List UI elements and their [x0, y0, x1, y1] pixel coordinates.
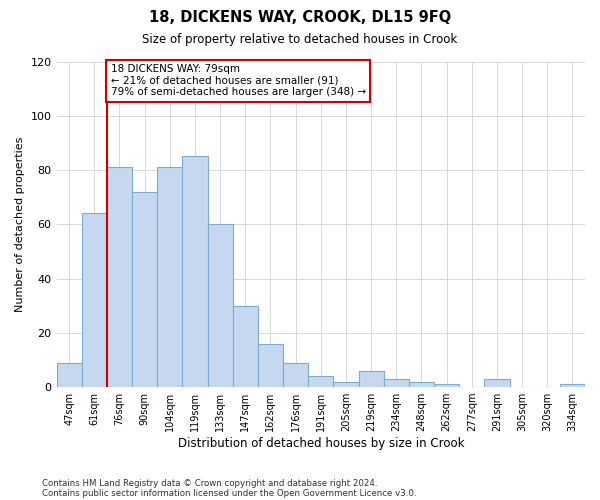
Bar [107, 168, 132, 387]
Bar [157, 168, 182, 387]
Text: 18, DICKENS WAY, CROOK, DL15 9FQ: 18, DICKENS WAY, CROOK, DL15 9FQ [149, 10, 451, 25]
Bar [359, 371, 383, 387]
Bar [334, 382, 359, 387]
Bar [132, 192, 157, 387]
Bar [308, 376, 334, 387]
Text: Contains public sector information licensed under the Open Government Licence v3: Contains public sector information licen… [42, 488, 416, 498]
Bar [560, 384, 585, 387]
Text: Size of property relative to detached houses in Crook: Size of property relative to detached ho… [142, 32, 458, 46]
Bar [283, 362, 308, 387]
Bar [182, 156, 208, 387]
Text: Contains HM Land Registry data © Crown copyright and database right 2024.: Contains HM Land Registry data © Crown c… [42, 478, 377, 488]
Bar [383, 379, 409, 387]
Bar [258, 344, 283, 387]
Bar [233, 306, 258, 387]
Bar [484, 379, 509, 387]
Bar [409, 382, 434, 387]
Bar [208, 224, 233, 387]
Y-axis label: Number of detached properties: Number of detached properties [15, 136, 25, 312]
Bar [56, 362, 82, 387]
Bar [434, 384, 459, 387]
Text: 18 DICKENS WAY: 79sqm
← 21% of detached houses are smaller (91)
79% of semi-deta: 18 DICKENS WAY: 79sqm ← 21% of detached … [110, 64, 366, 98]
Bar [82, 214, 107, 387]
X-axis label: Distribution of detached houses by size in Crook: Distribution of detached houses by size … [178, 437, 464, 450]
